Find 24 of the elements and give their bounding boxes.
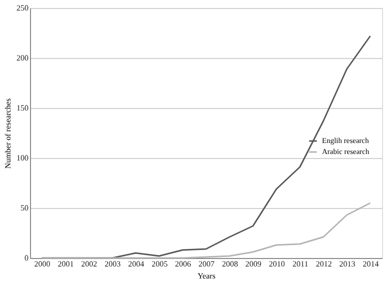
- line-series: [40, 202, 372, 259]
- y-tick-label: 100: [16, 154, 28, 162]
- y-tick-label: 0: [24, 254, 28, 262]
- x-tick-label: 2007: [198, 260, 214, 268]
- y-tick-label: 150: [16, 104, 28, 112]
- y-axis-title: Number of researches: [4, 98, 12, 169]
- x-tick-label: 2014: [362, 260, 379, 268]
- y-tick-label: 50: [20, 204, 28, 212]
- x-tick-label: 2003: [104, 260, 121, 268]
- x-tick-label: 2011: [292, 260, 308, 268]
- y-tick-label: 200: [16, 54, 28, 62]
- y-tick-label: 250: [16, 4, 28, 12]
- x-axis-title: Years: [198, 272, 216, 280]
- x-tick-label: 2002: [81, 260, 98, 268]
- x-tick-label: 2008: [222, 260, 238, 268]
- x-tick-label: 2005: [152, 260, 168, 268]
- x-tick-label: 2000: [34, 260, 50, 268]
- x-tick-label: 2013: [339, 260, 356, 268]
- x-tick-label: 2009: [245, 260, 262, 268]
- x-tick-label: 2012: [316, 260, 332, 268]
- x-tick-label: 2001: [58, 260, 74, 268]
- x-tick-label: 2006: [175, 260, 192, 268]
- x-tick-label: 2010: [268, 260, 285, 268]
- x-tick-label: 2004: [128, 260, 144, 268]
